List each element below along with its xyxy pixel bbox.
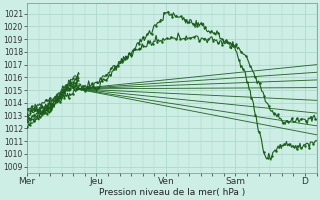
X-axis label: Pression niveau de la mer( hPa ): Pression niveau de la mer( hPa ) (99, 188, 245, 197)
